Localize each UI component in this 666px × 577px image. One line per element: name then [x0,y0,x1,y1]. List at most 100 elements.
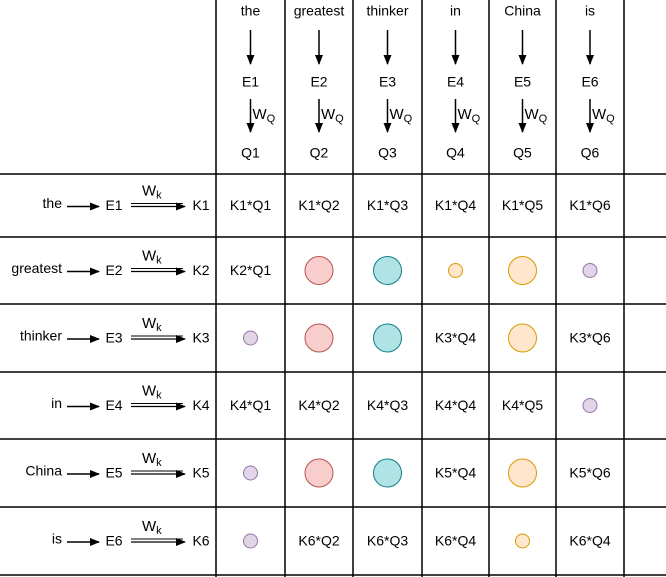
score-cell-text: K6*Q2 [298,533,339,549]
wk-label-main: W [142,518,157,535]
key-vector: K6 [192,533,209,549]
wq-label-main: W [253,106,268,123]
score-cell-text: K6*Q4 [435,533,476,549]
key-row-labels: the E1 Wk K1 greatest E2 Wk K2 thinker E3 Wk K3 in E4… [11,182,209,548]
query-column-2: greatest E2 WQ Q2 [294,3,345,161]
query-column-1: the E1 WQ Q1 [241,3,276,161]
wq-label: WQ [592,106,615,125]
score-cell-text: K3*Q6 [569,330,610,346]
query-embedding: E2 [310,74,327,90]
score-cell-text: K6*Q4 [569,533,610,549]
score-cell-text: K4*Q5 [502,397,543,413]
wq-label-subscript: Q [267,113,276,125]
key-vector: K1 [192,197,209,213]
key-vector: K3 [192,330,209,346]
wk-label: Wk [142,382,162,401]
key-embedding: E6 [105,533,122,549]
query-embedding: E1 [242,74,259,90]
score-cell-text: K5*Q6 [569,465,610,481]
key-row-3: thinker E3 Wk K3 [20,315,210,346]
key-vector: K2 [192,262,209,278]
query-vector: Q6 [581,145,600,161]
query-vector: Q3 [378,145,397,161]
query-vector: Q4 [446,145,465,161]
wk-label-subscript: k [156,525,162,537]
query-column-5: China E5 WQ Q5 [504,3,547,161]
score-cell-text: K1*Q6 [569,197,610,213]
wk-label-subscript: k [156,189,162,201]
score-cell-text: K5*Q4 [435,465,476,481]
key-vector: K5 [192,465,209,481]
query-column-3: thinker E3 WQ Q3 [366,3,412,161]
wk-label-subscript: k [156,389,162,401]
score-cell-text: K1*Q3 [367,197,408,213]
wk-label-subscript: k [156,322,162,334]
query-word: thinker [366,3,408,19]
attention-circle-purple-small [582,263,598,278]
wq-label-subscript: Q [335,113,344,125]
score-cell-text: K1*Q5 [502,197,543,213]
query-word: in [450,3,461,19]
wk-label-main: W [142,315,157,332]
key-word: in [51,395,62,411]
query-word: the [241,3,261,19]
attention-circle-pink-large [304,256,334,285]
key-word: greatest [11,260,62,276]
query-word: greatest [294,3,345,19]
score-cell-text: K4*Q2 [298,397,339,413]
wk-label-subscript: k [156,254,162,266]
attention-circle-teal-large [373,458,402,488]
key-vector: K4 [192,397,209,413]
score-cell-text: K4*Q1 [230,397,271,413]
wk-label: Wk [142,182,162,201]
wq-label: WQ [321,106,344,125]
wq-label-subscript: Q [539,113,548,125]
attention-circle-teal-large [373,323,402,353]
query-vector: Q2 [310,145,329,161]
key-embedding: E3 [105,330,122,346]
query-embedding: E5 [514,74,531,90]
wk-label: Wk [142,518,162,537]
key-embedding: E5 [105,465,122,481]
wk-label-main: W [142,382,157,399]
query-column-4: in E4 WQ Q4 [446,3,481,161]
wk-label: Wk [142,315,162,334]
wq-label-main: W [390,106,405,123]
key-row-2: greatest E2 Wk K2 [11,247,209,278]
wq-label-subscript: Q [404,113,413,125]
score-cell-text: K6*Q3 [367,533,408,549]
wk-label: Wk [142,247,162,266]
wq-label-main: W [458,106,473,123]
key-word: is [52,531,62,547]
wk-label-main: W [142,247,157,264]
attention-circle-orange-large [508,323,537,353]
attention-circle-orange-large [508,256,537,285]
query-column-6: is E6 WQ Q6 [581,3,616,161]
query-embedding: E6 [581,74,598,90]
key-embedding: E4 [105,397,122,413]
score-cell-text: K4*Q4 [435,397,476,413]
key-row-4: in E4 Wk K4 [51,382,210,413]
key-word: the [43,195,63,211]
key-word: China [25,463,62,479]
score-cell-text: K4*Q3 [367,397,408,413]
wq-label-main: W [525,106,540,123]
wq-label-main: W [592,106,607,123]
wq-label: WQ [458,106,481,125]
score-cell-text: K1*Q1 [230,197,271,213]
attention-circle-purple-small [243,330,258,346]
query-vector: Q5 [513,145,532,161]
attention-circle-pink-large [304,458,334,488]
key-row-5: China E5 Wk K5 [25,450,209,481]
query-word: is [585,3,595,19]
wq-label-subscript: Q [606,113,615,125]
key-embedding: E2 [105,262,122,278]
key-word: thinker [20,328,62,344]
attention-circle-teal-large [373,256,402,285]
key-row-1: the E1 Wk K1 [43,182,210,213]
key-embedding: E1 [105,197,122,213]
query-embedding: E3 [379,74,396,90]
wk-label: Wk [142,450,162,469]
wk-label-main: W [142,450,157,467]
